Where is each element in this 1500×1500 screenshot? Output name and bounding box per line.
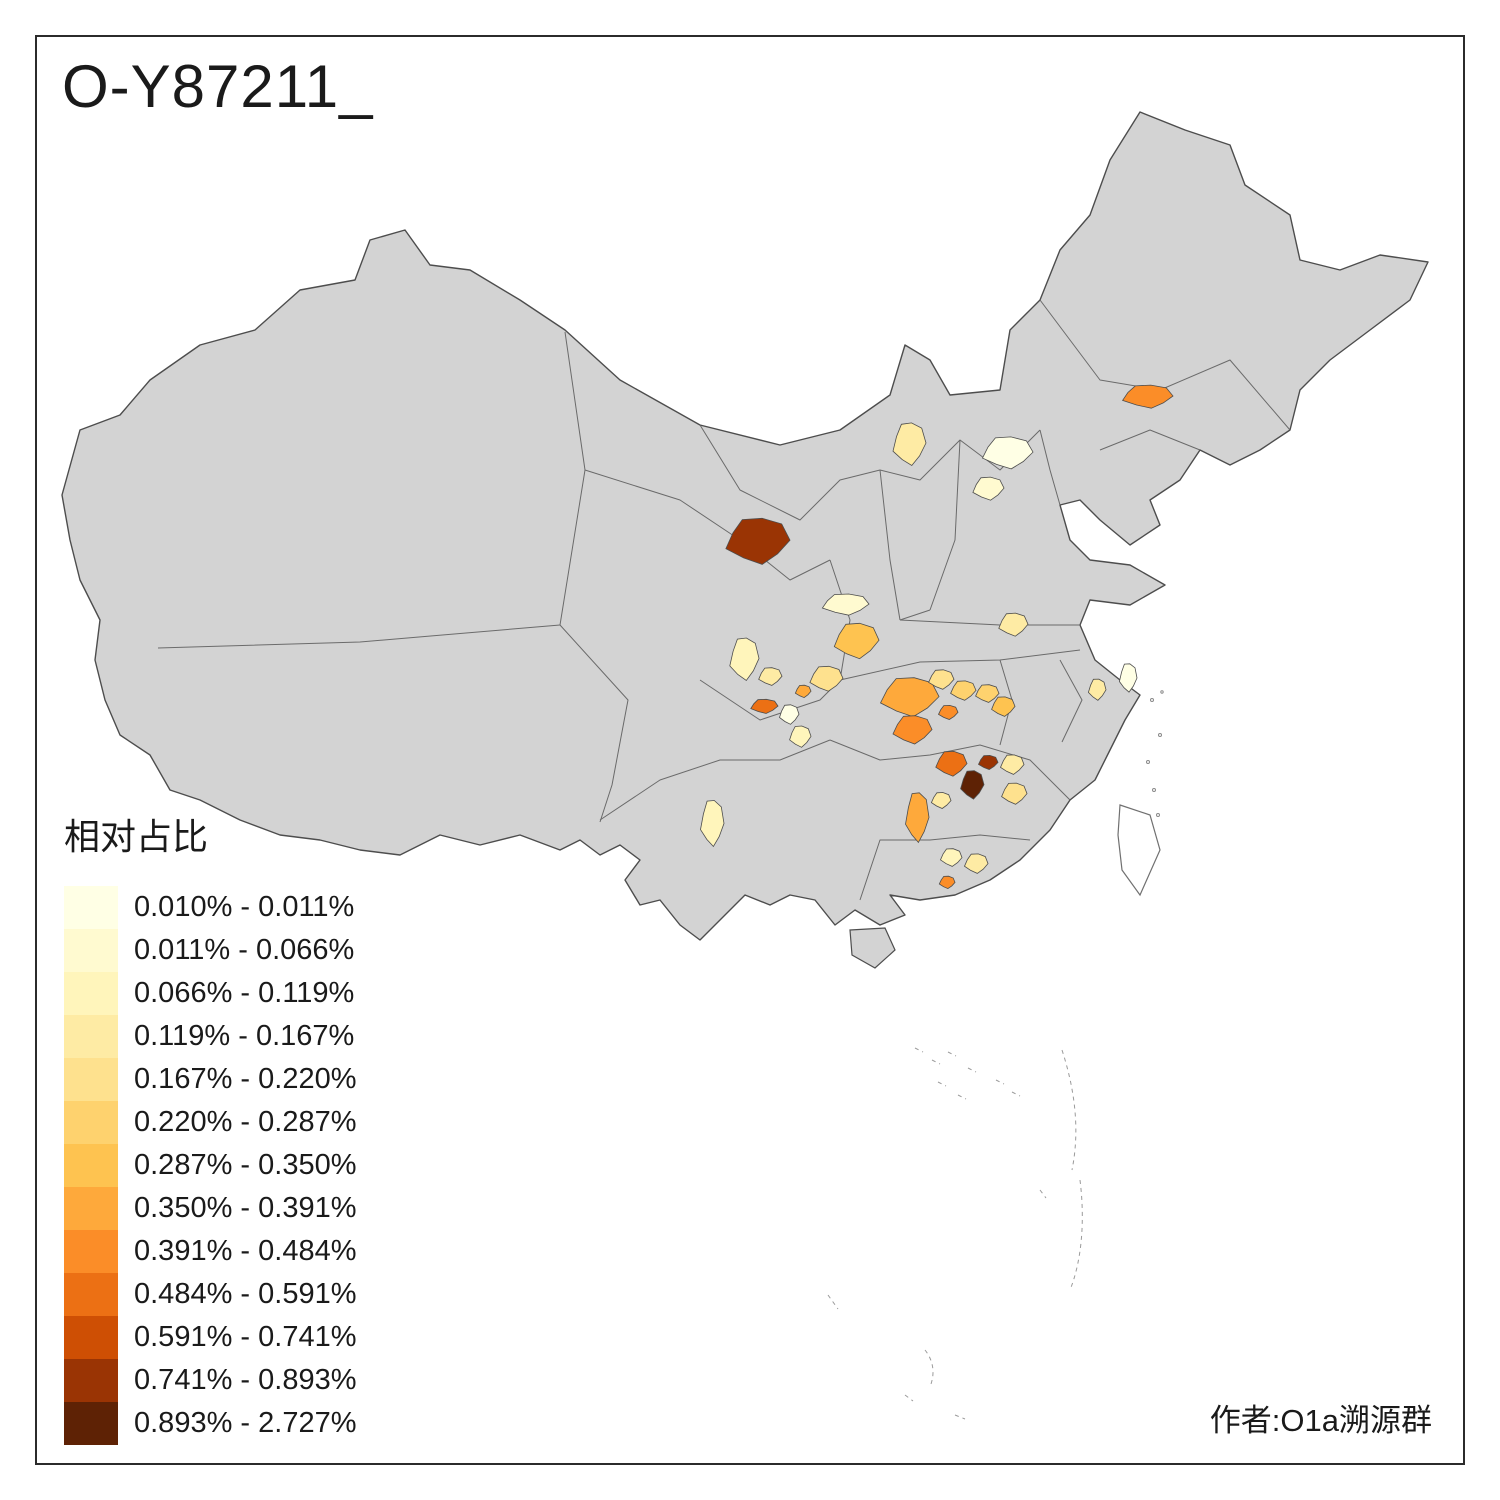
legend-swatch bbox=[64, 886, 118, 929]
map-region-jiangxi-yellow-2 bbox=[1001, 782, 1028, 805]
map-region-sichuan-orange-dot bbox=[794, 684, 812, 699]
map-region-shaanxi-cream bbox=[821, 593, 870, 616]
legend-label: 0.741% - 0.893% bbox=[134, 1364, 357, 1396]
legend-item: 0.591% - 0.741% bbox=[64, 1316, 484, 1359]
map-region-chengdu-medium bbox=[809, 665, 844, 692]
map-region-hebei-pale bbox=[972, 476, 1005, 501]
map-region-hubei-yellow-2 bbox=[950, 680, 977, 701]
map-region-hubei-orange-dot bbox=[937, 704, 959, 720]
legend-item: 0.287% - 0.350% bbox=[64, 1144, 484, 1187]
legend-title: 相对占比 bbox=[64, 816, 209, 857]
legend-label: 0.066% - 0.119% bbox=[134, 977, 355, 1009]
legend-swatch bbox=[64, 1230, 118, 1273]
map-region-hunan-orange-long bbox=[905, 792, 930, 844]
map-region-sichuan-yellow-small bbox=[758, 667, 783, 686]
author-credit: 作者:O1a溯源群 bbox=[1209, 1403, 1432, 1438]
plot-frame bbox=[35, 35, 1465, 1465]
map-region-sichuan-south-yellow bbox=[789, 725, 812, 748]
legend-swatch bbox=[64, 1316, 118, 1359]
map-region-inner-mongolia-pale bbox=[892, 422, 927, 467]
legend-item: 0.893% - 2.727% bbox=[64, 1402, 484, 1445]
map-region-south-yellow-1 bbox=[940, 848, 963, 867]
legend: 相对占比 0.010% - 0.011% 0.011% - 0.066% 0.066… bbox=[64, 808, 484, 1445]
legend-label: 0.591% - 0.741% bbox=[134, 1321, 357, 1353]
map-region-sichuan-dark-red bbox=[750, 698, 779, 714]
map-region-anhui-yellow bbox=[975, 684, 1000, 703]
legend-label: 0.391% - 0.484% bbox=[134, 1235, 357, 1267]
legend-item: 0.011% - 0.066% bbox=[64, 929, 484, 972]
map-region-hunan-dark-red bbox=[935, 750, 968, 777]
map-region-hubei-yellow-1 bbox=[928, 669, 955, 690]
legend-label: 0.011% - 0.066% bbox=[134, 934, 355, 966]
legend-swatch bbox=[64, 1273, 118, 1316]
map-region-shaanxi-orange bbox=[833, 622, 880, 660]
legend-swatch bbox=[64, 1144, 118, 1187]
legend-item: 0.350% - 0.391% bbox=[64, 1187, 484, 1230]
legend-label: 0.119% - 0.167% bbox=[134, 1020, 355, 1052]
map-region-yunnan-yellow bbox=[700, 800, 725, 848]
legend-items: 0.010% - 0.011% 0.011% - 0.066% 0.066% - 0… bbox=[64, 886, 484, 1445]
legend-swatch bbox=[64, 929, 118, 972]
legend-label: 0.484% - 0.591% bbox=[134, 1278, 357, 1310]
legend-label: 0.220% - 0.287% bbox=[134, 1106, 357, 1138]
legend-item: 0.066% - 0.119% bbox=[64, 972, 484, 1015]
map-region-south-orange-dot bbox=[938, 875, 956, 890]
legend-swatch bbox=[64, 1187, 118, 1230]
map-region-coast-pale bbox=[1118, 663, 1138, 693]
coastal-islands bbox=[1146, 690, 1164, 817]
map-region-henan-yellow bbox=[998, 612, 1029, 637]
legend-item: 0.167% - 0.220% bbox=[64, 1058, 484, 1101]
legend-item: 0.391% - 0.484% bbox=[64, 1230, 484, 1273]
map-region-hunan-yellow bbox=[930, 792, 952, 809]
south-china-sea-dashes bbox=[827, 1047, 1083, 1420]
legend-label: 0.893% - 2.727% bbox=[134, 1407, 357, 1439]
map-region-northeast-orange bbox=[1121, 384, 1174, 409]
map-region-beijing-pale bbox=[981, 436, 1034, 470]
legend-swatch bbox=[64, 1058, 118, 1101]
map-region-sichuan-west-yellow bbox=[729, 637, 760, 682]
regions-layer bbox=[700, 384, 1174, 890]
legend-item: 0.119% - 0.167% bbox=[64, 1015, 484, 1058]
map-region-anhui-orange bbox=[991, 696, 1016, 717]
map-region-hubei-orange-large bbox=[879, 677, 940, 718]
hainan-island bbox=[849, 927, 896, 969]
taiwan-island bbox=[1117, 804, 1161, 897]
legend-swatch bbox=[64, 972, 118, 1015]
map-region-jiangxi-yellow-1 bbox=[999, 754, 1025, 775]
map-region-jiangxi-darkest bbox=[960, 770, 985, 800]
legend-item: 0.010% - 0.011% bbox=[64, 886, 484, 929]
map-region-south-yellow-2 bbox=[963, 853, 989, 874]
legend-label: 0.167% - 0.220% bbox=[134, 1063, 357, 1095]
legend-item: 0.741% - 0.893% bbox=[64, 1359, 484, 1402]
page-title: O-Y87211_ bbox=[62, 53, 374, 120]
map-region-gansu-dark-brown bbox=[725, 517, 791, 565]
legend-label: 0.010% - 0.011% bbox=[134, 891, 355, 923]
map-region-coast-yellow bbox=[1087, 678, 1107, 701]
map-region-sichuan-pale bbox=[779, 704, 800, 725]
legend-item: 0.220% - 0.287% bbox=[64, 1101, 484, 1144]
legend-swatch bbox=[64, 1359, 118, 1402]
legend-swatch bbox=[64, 1101, 118, 1144]
map-region-jiangxi-dark-brown bbox=[977, 754, 999, 770]
legend-item: 0.484% - 0.591% bbox=[64, 1273, 484, 1316]
map-region-hubei-red bbox=[892, 715, 933, 745]
legend-swatch bbox=[64, 1402, 118, 1445]
legend-swatch bbox=[64, 1015, 118, 1058]
legend-label: 0.350% - 0.391% bbox=[134, 1192, 357, 1224]
legend-label: 0.287% - 0.350% bbox=[134, 1149, 357, 1181]
